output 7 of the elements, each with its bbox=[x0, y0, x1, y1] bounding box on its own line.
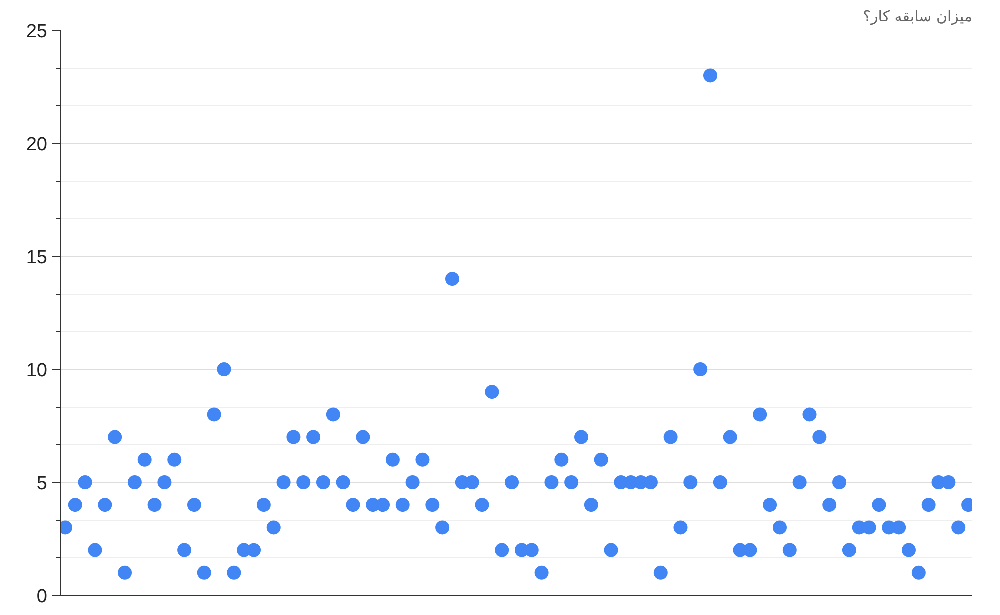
y-tick-label: 20 bbox=[26, 134, 48, 156]
y-tick-label: 25 bbox=[26, 22, 48, 42]
y-tick-label: 15 bbox=[26, 248, 48, 268]
y-tick-label: 10 bbox=[26, 360, 48, 382]
y-tick-label: 5 bbox=[36, 474, 48, 494]
y-tick-label: 0 bbox=[36, 586, 48, 608]
chart-title: میزان سابقه کار؟ bbox=[863, 8, 973, 26]
